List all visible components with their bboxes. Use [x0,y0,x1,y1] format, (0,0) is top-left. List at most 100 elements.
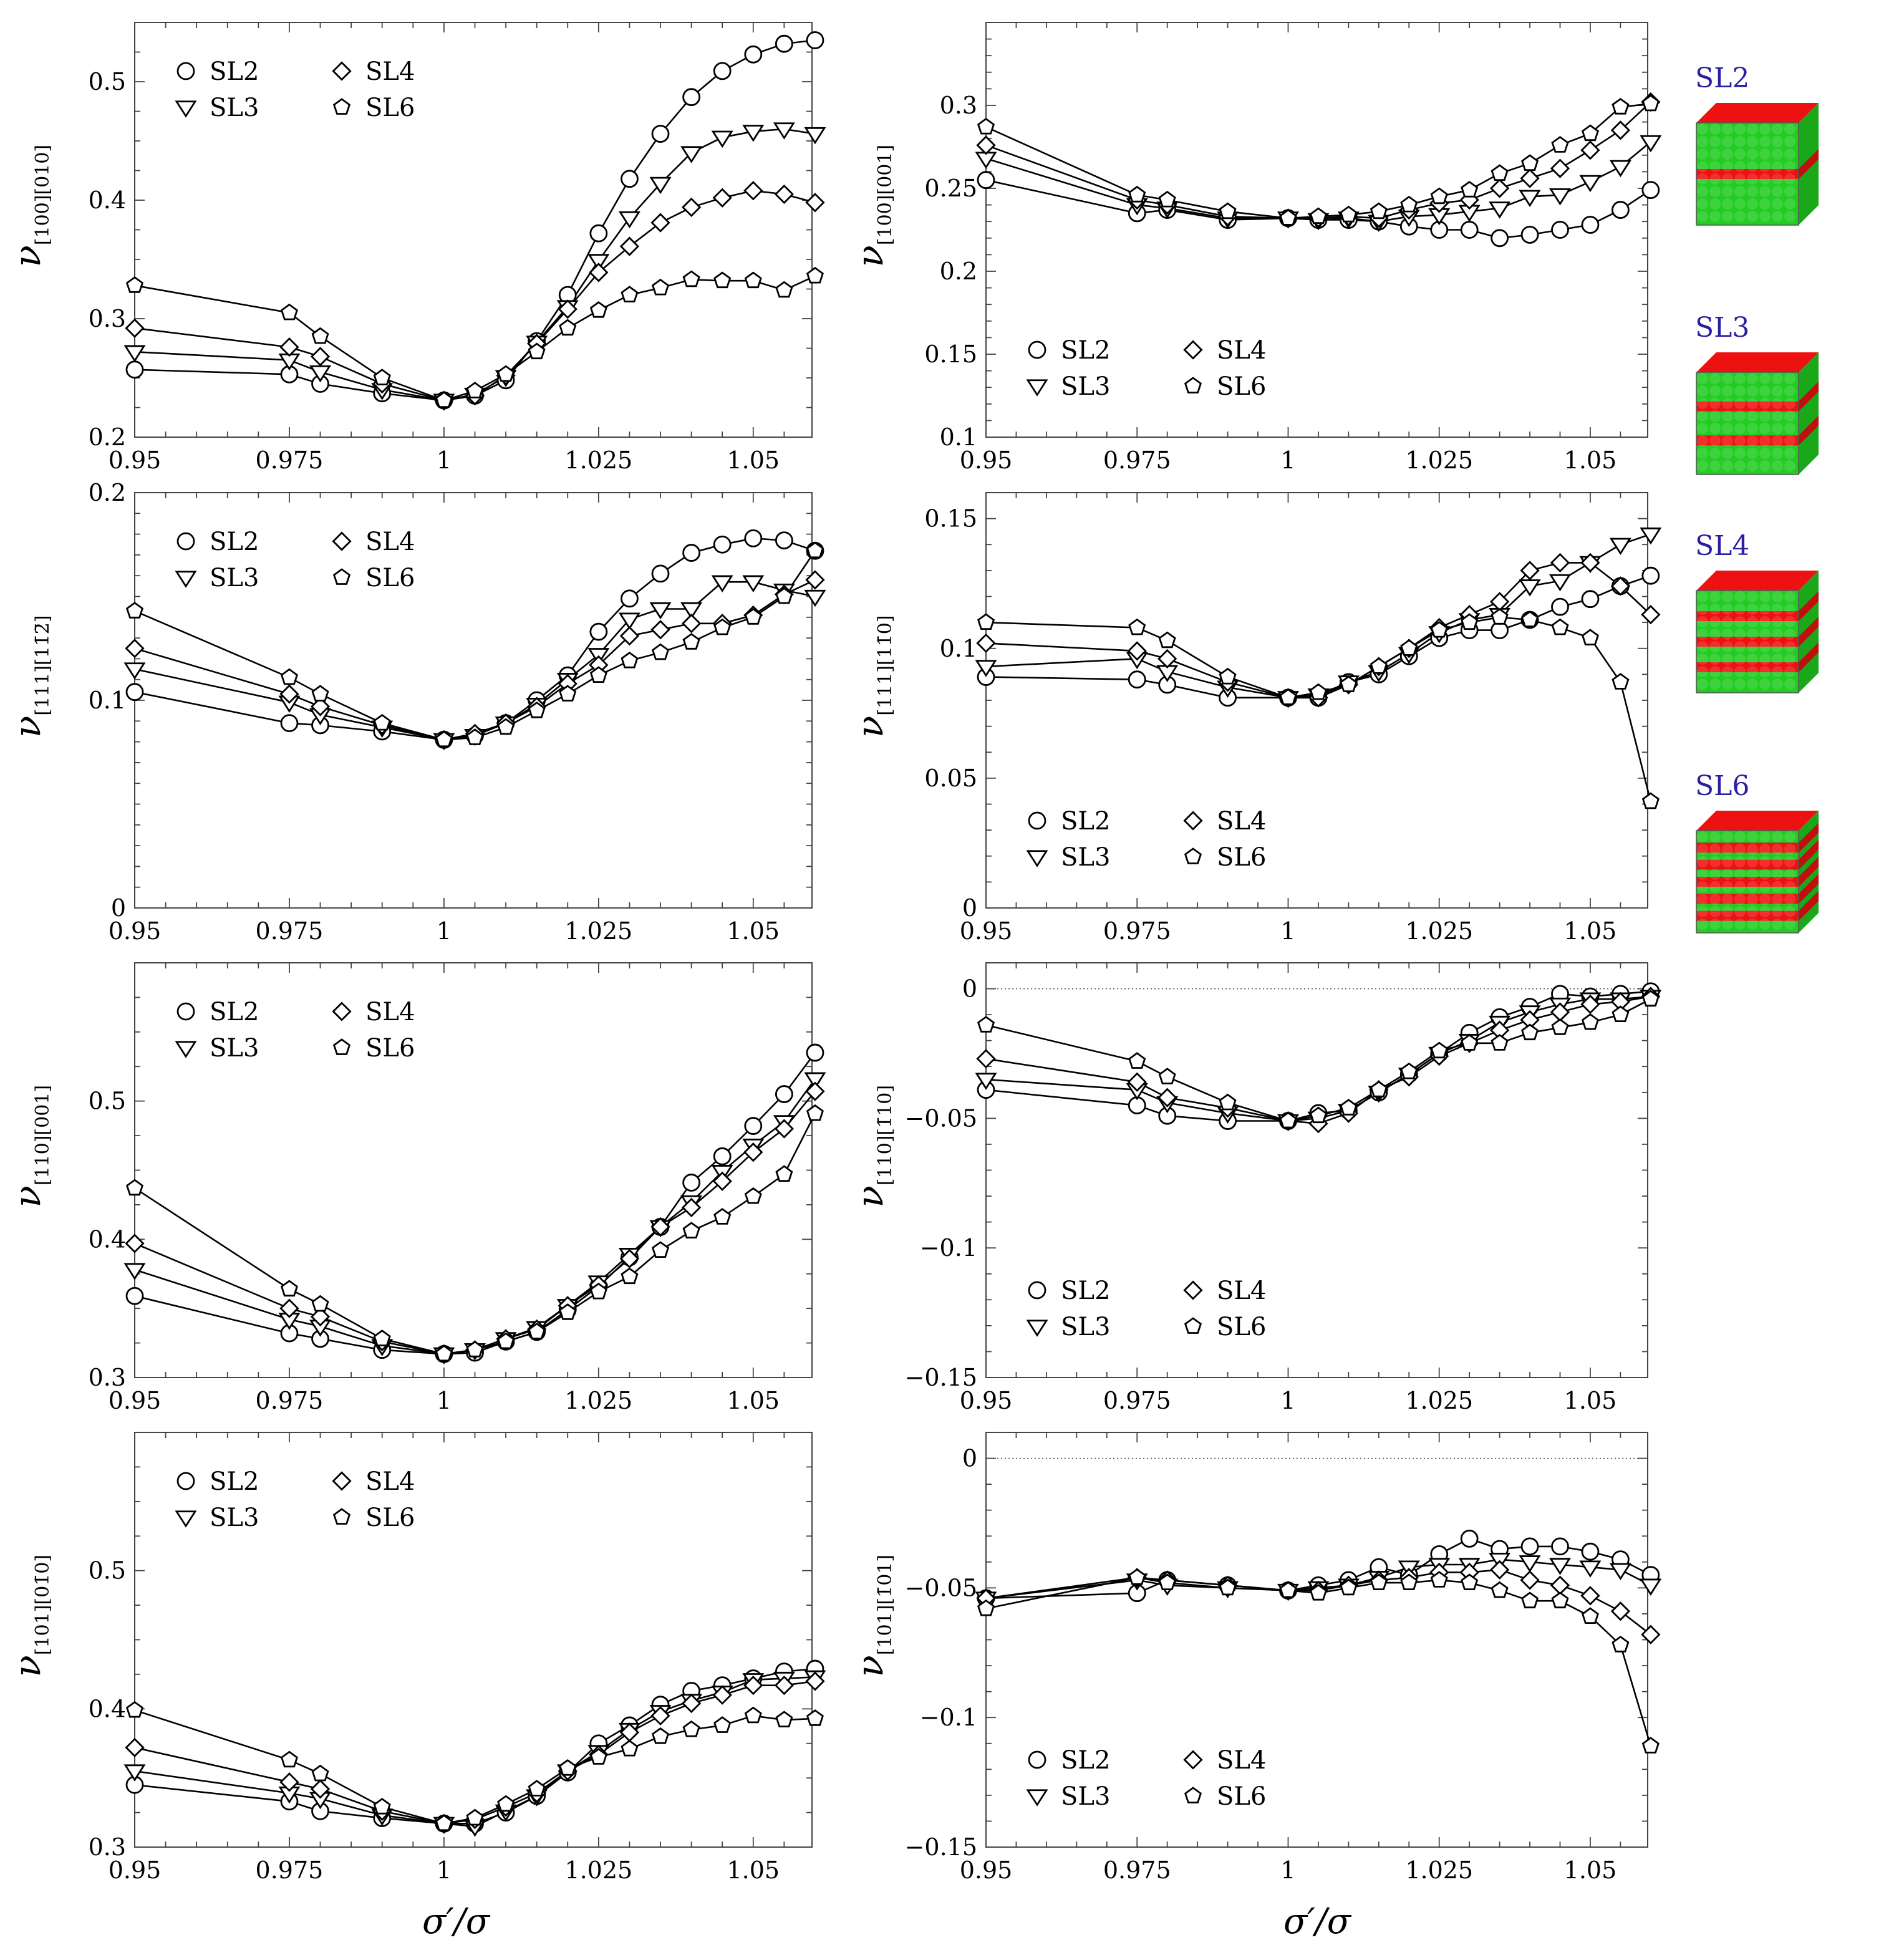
cube-sphere [1747,148,1758,160]
x-tick-label: 0.95 [109,446,162,474]
cube-sphere [1734,410,1746,422]
data-point-SL6 [1612,97,1630,115]
data-point-SL4 [1610,576,1631,596]
legend-marker-SL4 [332,1001,352,1021]
data-point-SL6 [1491,1034,1509,1051]
cube-sphere [1747,894,1758,905]
cube-red-layer [1799,591,1819,621]
data-point-SL4 [650,1706,670,1726]
data-point-SL6 [806,1104,824,1121]
data-point-SL3 [711,575,733,592]
cube-sphere [1772,591,1783,602]
x-tick-label: 1.05 [1564,917,1617,945]
data-point-SL6 [651,1727,670,1744]
cube-sphere [1722,919,1733,930]
cube-sphere [1772,198,1783,210]
data-point-SL2 [280,714,299,733]
cube-sphere [1759,173,1771,185]
data-point-SL6 [1581,1607,1599,1624]
cube-sphere [1734,448,1746,459]
cube-sphere [1709,211,1721,222]
y-tick-label: 0.5 [89,1088,126,1115]
cube-sphere [1709,385,1721,397]
legend-marker-SL3 [175,1041,197,1058]
cube-sphere [1697,161,1708,172]
y-axis-subscript: [101][1̄01] [874,1555,896,1655]
legend-label: SL3 [210,94,259,122]
data-point-SL6 [125,1179,144,1196]
y-axis-symbol: ν [6,1185,49,1207]
cube-sphere [1722,161,1733,172]
cube-red-layer [1799,149,1819,179]
cube-red-layer [1696,401,1799,412]
cube-sphere [1722,173,1733,185]
cube-sphere [1772,123,1783,135]
cube-sphere [1734,844,1746,855]
cube-label: SL2 [1695,62,1749,94]
data-point-SL6 [1612,673,1630,690]
data-point-SL6 [682,1720,700,1737]
cube-sphere [1697,123,1708,135]
cube-sphere [1784,198,1795,210]
x-tick-label: 0.95 [960,446,1013,474]
cube-sphere [1772,136,1783,147]
legend-marker-SL4 [332,531,352,551]
cube-red-layer [1799,890,1819,921]
data-point-SL6 [589,301,607,318]
x-tick-label: 0.975 [1103,917,1171,945]
cube-sphere [1709,831,1721,842]
data-point-SL4 [650,620,670,640]
cube-sphere [1784,373,1795,384]
cube-sphere [1709,844,1721,855]
cube-sphere [1709,123,1721,135]
data-point-SL3 [742,125,765,142]
cube-sphere [1722,385,1733,397]
cube-sphere [1784,398,1795,409]
x-tick-label: 0.975 [256,446,324,474]
data-point-SL2 [1551,1537,1569,1556]
data-point-SL4 [1580,553,1600,573]
cube-sphere [1697,410,1708,422]
legend-label: SL3 [1061,372,1110,401]
cube-sphere [1722,604,1733,615]
cube-SL3: SL3 [1695,312,1819,475]
y-axis-subscript: [111][11̄2̄] [32,615,54,715]
cube-sphere [1709,881,1721,892]
cube-sphere [1722,398,1733,409]
data-point-SL6 [125,276,144,293]
data-point-SL3 [1519,1555,1541,1573]
cube-red-layer [1696,910,1799,921]
legend-marker-SL4 [1183,811,1203,831]
cube-sphere [1747,423,1758,434]
x-tick-label: 1.05 [727,1856,780,1884]
data-point-SL6 [977,1016,995,1033]
data-point-SL6 [373,1330,391,1346]
cube-top-face [1696,352,1819,372]
legend-marker-SL3 [175,1510,197,1528]
cube-sphere [1784,666,1795,677]
data-point-SL6 [1400,639,1418,656]
cube-sphere [1759,448,1771,459]
data-point-SL4 [279,1298,299,1318]
data-point-SL6 [559,1303,577,1320]
data-point-SL3 [711,130,733,148]
y-tick-label: 0.1 [940,635,977,662]
legend-marker-SL6 [1184,847,1202,864]
cube-sphere [1697,881,1708,892]
cube-sphere [1709,173,1721,185]
data-point-SL3 [804,589,826,607]
y-tick-label: 0.3 [89,1833,126,1861]
structure-cubes: SL2 SL3 SL4 SL6 [1695,62,1819,934]
cube-sphere [1784,385,1795,397]
data-point-SL6 [435,1814,453,1832]
y-tick-label: −0.15 [905,1364,977,1391]
data-point-SL2 [1491,229,1509,248]
legend-label: SL6 [1217,1782,1266,1811]
data-point-SL6 [1430,620,1448,638]
data-point-SL6 [1370,657,1388,674]
data-point-SL3 [123,662,146,680]
y-tick-label: 0.4 [89,186,126,214]
data-point-SL6 [1219,1093,1237,1111]
cube-sphere [1784,881,1795,892]
cube-red-layer [1696,662,1799,672]
